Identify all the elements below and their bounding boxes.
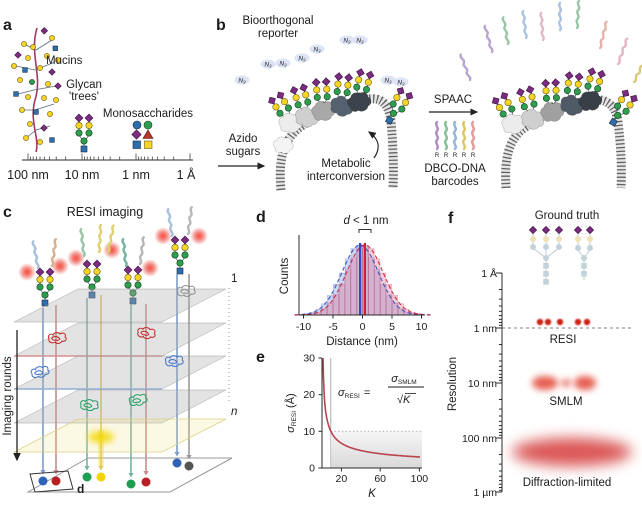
svg-text:σRESI=: σRESI = [338,387,370,400]
scale-tick-100nm: 100 nm [7,168,49,182]
inset-ref-label: d [77,482,84,496]
glycan-trees-label-line2: 'trees' [69,91,99,103]
d-ylabel: Counts [279,258,291,295]
inset-box [29,470,74,493]
mucins-label: Mucins [46,55,83,67]
dbco-dna-barcodes [434,120,476,159]
resi-formula: σRESI = σSMLM √K [338,373,424,406]
azido-sugars-label-line1: Azido [229,133,258,145]
round-n-label: n [231,406,237,418]
panel-c: c RESI imaging [2,204,237,496]
azide-bubbles [234,35,409,87]
panel-f: f Ground truth 1 Å 1 nm 10 nm [447,210,634,499]
d-tick: 10 [416,321,428,333]
e-ytick: 0 [309,463,315,475]
resolution-axis-ticks [496,272,502,493]
round-1-label: 1 [231,273,237,285]
e-xlabel: K [368,488,377,500]
mucin-illustration [11,27,62,153]
e-xtick: 20 [336,473,348,485]
distance-annotation: d < 1 nm [344,215,389,227]
d-tick: 0 [360,321,366,333]
monosaccharide-symbols [131,120,154,149]
monosaccharides-label: Monosaccharides [103,108,193,120]
panel-d: d d < 1 nm -10 -5 0 5 10 Distance (nm) Co… [256,209,431,348]
resi-imaging-title: RESI imaging [67,205,143,219]
svg-text:σSMLM: σSMLM [391,373,416,386]
distance-bracket [358,229,372,233]
e-ylabel: σRESI(Å) [284,393,298,432]
smlm-level-label: SMLM [549,396,582,408]
glycan-tree-small [74,113,94,153]
e-ytick: 20 [303,389,315,401]
dbco-label-line2: barcodes [431,176,479,188]
panel-b-label: b [216,17,226,34]
membrane-proteins-left [273,89,374,154]
bioorthogonal-reporter-label-line2: reporter [258,28,298,40]
resi-level-label: RESI [550,334,577,346]
ground-truth-glycans [528,225,595,285]
precision-curve [322,357,420,458]
diffraction-level-label: Diffraction-limited [523,477,612,489]
scale-tick-1angstrom: 1 Å [177,167,196,182]
f-tick: 1 nm [474,323,498,335]
gaussian-fit-curves [294,244,431,316]
panel-b: b Bioorthogonal reporter [216,0,642,191]
e-xtick: 60 [374,473,386,485]
svg-text:√K: √K [397,394,411,406]
metabolic-interconversion-label-line2: interconversion [307,171,385,183]
size-scale-bar: 100 nm 10 nm 1 nm 1 Å [7,159,196,182]
ground-truth-label: Ground truth [535,210,600,222]
panel-d-label: d [256,209,266,226]
panel-c-label: c [3,204,12,221]
panel-a-label: a [3,17,12,34]
d-tick: 5 [389,321,395,333]
panel-e: e 0 10 20 30 20 60 100 K σRESI(Å) σRESI =… [256,349,428,500]
e-ticks [318,357,420,472]
smlm-blobs [532,376,596,390]
metabolic-interconversion-label-line1: Metabolic [321,158,370,170]
e-xtick: 100 [411,473,429,485]
azido-sugars-label-line2: sugars [226,146,261,158]
scale-tick-10nm: 10 nm [65,168,100,182]
resi-dots [536,318,591,326]
diffraction-blob [512,438,632,466]
d-tick: -5 [328,321,337,333]
f-tick: 10 nm [468,378,497,390]
imaging-rounds-axis-label: Imaging rounds [2,356,14,436]
resolved-target-dots: d [29,458,194,496]
spaac-label: SPAAC [434,94,472,106]
panel-e-label: e [256,349,265,366]
panel-f-label: f [448,210,454,227]
d-x-ticks [303,315,422,319]
resolution-axis-label: Resolution [447,357,459,411]
f-tick: 100 nm [462,433,497,445]
localization-clusters [30,285,196,443]
sub-nm-region [330,431,422,468]
metabolic-arrow [368,131,379,159]
d-tick: -10 [296,321,311,333]
f-tick: 1 µm [473,487,497,499]
barcode-tails-right [458,0,642,84]
scale-bar-ticks [27,153,191,160]
bioorthogonal-reporter-label-line1: Bioorthogonal [243,15,314,27]
panel-a: a Mucins Glycan 'trees' Monosaccharides [3,17,196,182]
dbco-label-line1: DBCO-DNA [424,163,486,175]
glycan-trees-label-line1: Glycan [66,79,102,91]
imaging-planes [13,288,227,453]
membrane-proteins-right [501,88,605,135]
e-ytick: 10 [303,426,315,438]
scale-tick-1nm: 1 nm [122,168,150,182]
d-xlabel: Distance (nm) [326,336,398,348]
e-ytick: 30 [303,353,315,365]
f-tick: 1 Å [481,267,497,280]
